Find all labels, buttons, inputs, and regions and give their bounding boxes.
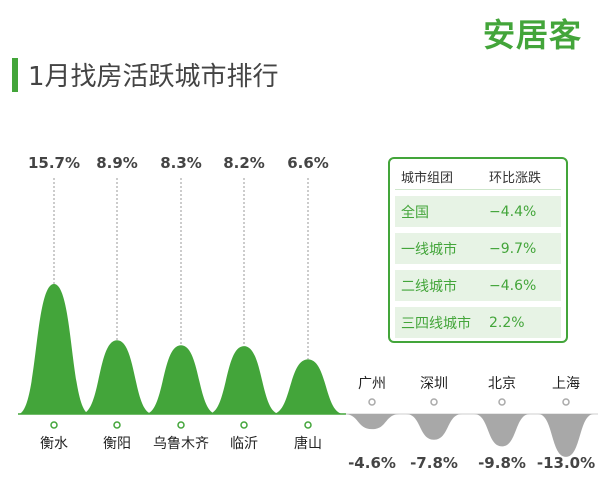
value-label: -9.8%	[478, 454, 526, 472]
category-dot	[430, 398, 438, 406]
area-dip	[406, 414, 462, 440]
area-dip	[538, 414, 594, 457]
value-label: -4.6%	[348, 454, 396, 472]
category-label: 上海	[552, 376, 580, 392]
area-peak	[272, 359, 344, 414]
category-dot	[177, 421, 185, 429]
area-peak	[18, 284, 90, 414]
category-label: 衡水	[40, 436, 68, 452]
page-title: 1月找房活跃城市排行	[28, 62, 279, 92]
table-row: 一线城市 −9.7%	[395, 233, 561, 264]
category-dot	[498, 398, 506, 406]
area-dip	[474, 414, 530, 447]
row-group: 三四线城市	[401, 315, 471, 332]
value-label: -7.8%	[410, 454, 458, 472]
category-label: 乌鲁木齐	[153, 436, 209, 452]
category-dot	[240, 421, 248, 429]
table-header: 城市组团 环比涨跌	[395, 163, 561, 190]
value-label: 8.3%	[160, 154, 202, 172]
row-change: −9.7%	[489, 240, 537, 257]
area-dip	[344, 414, 400, 430]
category-label: 衡阳	[103, 436, 131, 452]
row-group: 全国	[401, 204, 429, 221]
row-change: −4.6%	[489, 277, 537, 294]
header-change: 环比涨跌	[489, 170, 542, 186]
category-label: 深圳	[420, 376, 448, 392]
category-dot	[113, 421, 121, 429]
value-label: -13.0%	[537, 454, 595, 472]
table-row: 全国 −4.4%	[395, 196, 561, 227]
area-peak	[208, 346, 280, 414]
title-accent-bar	[12, 58, 18, 92]
brand-logo: 安居客	[482, 16, 582, 54]
row-change: 2.2%	[489, 314, 525, 331]
category-dot	[50, 421, 58, 429]
table-row: 三四线城市 2.2%	[395, 307, 561, 338]
category-label: 临沂	[230, 436, 258, 452]
category-label: 唐山	[294, 435, 322, 452]
table-row: 二线城市 −4.6%	[395, 270, 561, 301]
row-group: 一线城市	[401, 241, 457, 258]
category-dot	[562, 398, 570, 406]
value-label: 15.7%	[28, 154, 80, 172]
area-peak	[145, 345, 217, 414]
area-peak	[81, 340, 153, 414]
city-group-table: 城市组团 环比涨跌 全国 −4.4% 一线城市 −9.7% 二线城市 −4.6%…	[388, 157, 568, 343]
category-dot	[304, 421, 312, 429]
value-label: 8.9%	[96, 154, 138, 172]
row-group: 二线城市	[401, 278, 457, 295]
category-label: 广州	[358, 376, 386, 392]
row-change: −4.4%	[489, 203, 537, 220]
category-dot	[368, 398, 376, 406]
category-label: 北京	[488, 376, 516, 392]
value-label: 6.6%	[287, 154, 329, 172]
value-label: 8.2%	[223, 154, 265, 172]
header-group: 城市组团	[401, 170, 454, 186]
